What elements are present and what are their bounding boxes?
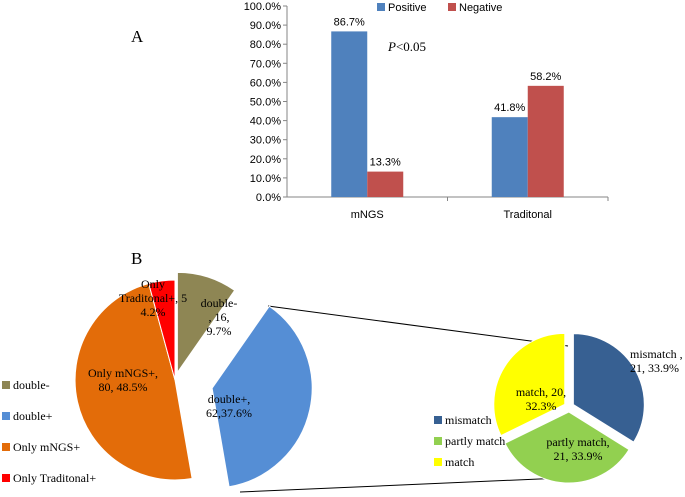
p-value-letter: P	[387, 39, 396, 54]
bar-data-label: 58.2%	[530, 71, 561, 83]
pie-label-line: double+,	[208, 392, 250, 406]
bar-chart-x-ticks: mNGS Traditonal	[351, 209, 552, 221]
pie-label-line: 4.2%	[141, 305, 166, 319]
y-tick-label: 90.0%	[250, 20, 281, 32]
sub-pie-legend: mismatch partly match match	[434, 413, 505, 469]
pie-label-double: double+, 62,37.6%	[206, 392, 252, 420]
legend-swatch-match	[434, 458, 442, 466]
sub-pie-slices	[493, 332, 645, 484]
pie-label-line: partly match,	[546, 435, 609, 449]
y-tick-label: 80.0%	[250, 39, 281, 51]
pie-label-line: 32.3%	[526, 399, 557, 413]
p-value-threshold: <0.05	[396, 39, 426, 54]
legend-label-match: match	[445, 455, 474, 469]
pie-label-line: Only	[141, 277, 165, 291]
bar-negative-mngs	[367, 171, 404, 197]
pie-label-match: match, 20, 32.3%	[516, 385, 566, 413]
bar-chart-bars	[331, 31, 564, 197]
bar-positive-mngs	[331, 31, 368, 197]
pie-label-line: mismatch ,	[630, 347, 683, 361]
bar-data-label: 13.3%	[370, 157, 401, 169]
panel-b-label: B	[131, 249, 142, 268]
pie-slice-only-traditonal	[148, 279, 176, 381]
pie-label-line: Only mNGS+,	[88, 366, 158, 380]
legend-swatch-positive	[377, 3, 385, 11]
bar-chart-legend: Positive Negative	[377, 2, 502, 14]
y-tick-label: 10.0%	[250, 173, 281, 185]
pie-label-only-traditonal: Only Traditonal+, 5 4.2%	[119, 277, 187, 319]
legend-label-only-traditonal: Only Traditonal+	[13, 471, 96, 485]
pie-slice-match	[493, 332, 566, 437]
pie-label-line: 21, 33.9%	[630, 361, 679, 375]
bar-chart-y-ticks: 0.0% 10.0% 20.0% 30.0% 40.0% 50.0% 60.0% 70.0% 8…	[244, 1, 282, 204]
bar-data-label: 86.7%	[334, 16, 365, 28]
pie-label-partly-match: partly match, 21, 33.9%	[546, 435, 609, 463]
legend-swatch-only-traditonal	[2, 474, 10, 482]
y-tick-label: 40.0%	[250, 116, 281, 128]
legend-swatch-negative	[448, 3, 456, 11]
legend-label-double: double-	[13, 378, 50, 392]
pie-label-only-mngs: Only mNGS+, 80, 48.5%	[88, 366, 158, 394]
pie-label-line: , 16,	[209, 310, 230, 324]
pie-label-line: 80, 48.5%	[99, 380, 148, 394]
main-pie-labels: double-, 16, 9.7% double+, 62,37.6% Only mNG…	[88, 277, 252, 420]
y-tick-label: 0.0%	[256, 192, 281, 204]
pie-label-double: double-, 16, 9.7%	[201, 296, 238, 338]
connector-bottom	[239, 477, 563, 493]
legend-swatch-only-mngs	[2, 443, 10, 451]
pie-label-line: match, 20,	[516, 385, 566, 399]
legend-swatch-mismatch	[434, 416, 442, 424]
legend-swatch-double	[2, 412, 10, 420]
y-tick-label: 30.0%	[250, 135, 281, 147]
pie-slice-double	[211, 305, 313, 488]
x-tick-label: mNGS	[351, 209, 384, 221]
y-tick-label: 50.0%	[250, 97, 281, 109]
legend-label-negative: Negative	[459, 2, 502, 14]
bar-data-label: 41.8%	[494, 102, 525, 114]
legend-label-partly-match: partly match	[445, 434, 505, 448]
pie-slice-mismatch	[572, 333, 645, 443]
panel-a-label: A	[131, 27, 144, 46]
p-value-annotation: P<0.05	[387, 39, 426, 54]
pie-label-line: 9.7%	[207, 324, 232, 338]
pie-label-mismatch: mismatch , 21, 33.9%	[630, 347, 683, 375]
pie-connector-lines	[239, 305, 569, 493]
legend-swatch-partly-match	[434, 437, 442, 445]
legend-label-positive: Positive	[388, 2, 427, 14]
pie-label-line: Traditonal+, 5	[119, 291, 187, 305]
pie-label-line: double-	[201, 296, 238, 310]
connector-top	[267, 305, 569, 347]
main-pie-slices	[74, 271, 313, 488]
y-tick-label: 20.0%	[250, 154, 281, 166]
bar-negative-traditonal	[527, 85, 564, 197]
pie-label-line: 21, 33.9%	[554, 449, 603, 463]
y-tick-label: 100.0%	[244, 1, 282, 13]
pie-slice-double	[176, 271, 236, 374]
y-tick-label: 70.0%	[250, 58, 281, 70]
pie-label-line: 62,37.6%	[206, 406, 252, 420]
bar-chart-data-labels: 86.7% 13.3% 41.8% 58.2%	[334, 16, 562, 168]
y-tick-label: 60.0%	[250, 77, 281, 89]
legend-swatch-double	[2, 381, 10, 389]
sub-pie-labels: mismatch , 21, 33.9%partly match, 21, 33.9…	[516, 347, 683, 463]
legend-label-double: double+	[13, 409, 53, 423]
legend-label-only-mngs: Only mNGS+	[13, 440, 80, 454]
pie-slice-partly-match	[504, 411, 630, 484]
bar-positive-traditonal	[491, 117, 528, 197]
x-tick-label: Traditonal	[503, 209, 552, 221]
main-pie-legend: double-double+ Only mNGS+ Only Traditonal+	[2, 378, 96, 485]
pie-slice-only-mngs	[74, 282, 193, 481]
legend-label-mismatch: mismatch	[445, 413, 492, 427]
